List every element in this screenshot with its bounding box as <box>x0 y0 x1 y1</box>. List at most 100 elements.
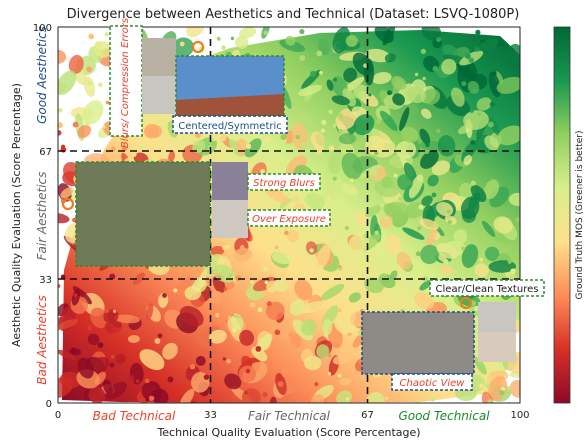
scatter-point <box>255 345 262 352</box>
scatter-point <box>326 195 332 201</box>
heatmap-cell <box>127 335 140 343</box>
annotation-box <box>109 25 143 137</box>
heatmap-cell <box>239 329 255 346</box>
heatmap-cell <box>210 245 225 256</box>
scatter-point <box>86 66 93 73</box>
scatter-point <box>195 132 201 139</box>
heatmap-cell <box>365 205 382 218</box>
scatter-point <box>491 71 497 77</box>
scatter-point <box>499 390 505 396</box>
annotation-box <box>247 209 331 227</box>
scatter-point <box>316 50 323 57</box>
heatmap-cell <box>179 305 204 327</box>
scatter-point <box>73 293 78 298</box>
annotation-box <box>172 115 288 134</box>
scatter-point <box>469 108 474 114</box>
heatmap-cell <box>321 177 343 201</box>
heatmap-cell <box>59 371 82 389</box>
scatter-point <box>262 266 269 272</box>
scatter-point <box>472 377 477 382</box>
scatter-point <box>431 192 437 198</box>
scatter-point <box>368 93 372 97</box>
heatmap-cell <box>269 327 296 338</box>
heatmap-cell <box>334 315 356 335</box>
scatter-point <box>288 332 294 338</box>
scatter-point <box>240 245 245 250</box>
heatmap-cell <box>208 329 227 344</box>
heatmap-cell <box>402 227 425 240</box>
scatter-point <box>284 230 289 236</box>
heatmap-cell <box>396 251 412 270</box>
heatmap-cell <box>77 124 92 139</box>
scatter-point <box>422 76 426 81</box>
scatter-point <box>507 259 512 264</box>
scatter-point <box>328 145 335 151</box>
thumbnail-garden <box>76 162 210 266</box>
scatter-point <box>95 41 101 48</box>
annotation-box <box>75 161 211 267</box>
heatmap-cell <box>379 110 398 132</box>
scatter-point <box>173 288 178 293</box>
scatter-point <box>84 120 90 126</box>
scatter-point <box>443 259 449 265</box>
heatmap-cell <box>419 280 432 291</box>
heatmap-cell <box>305 241 318 255</box>
heatmap-cell <box>281 364 289 378</box>
scatter-point <box>260 168 265 174</box>
heatmap-cell <box>395 140 417 159</box>
heatmap-cell <box>58 70 77 96</box>
scatter-point <box>436 128 441 133</box>
scatter-point <box>249 302 256 308</box>
scatter-point <box>459 39 465 45</box>
scatter-point <box>111 354 115 359</box>
heatmap-cell <box>481 220 496 237</box>
scatter-point <box>87 325 93 331</box>
scatter-point <box>328 109 333 115</box>
scatter-point <box>58 284 61 288</box>
heatmap-cell <box>279 39 306 52</box>
scatter-point <box>250 280 254 284</box>
scatter-point <box>375 118 382 124</box>
annotation-box <box>247 173 321 191</box>
heatmap-cell <box>168 150 175 163</box>
heatmap-cell <box>397 174 413 191</box>
annotation-blurs: Blurs/ Compression Errors <box>109 18 205 148</box>
scatter-point <box>393 173 398 178</box>
heatmap-cell <box>265 301 285 321</box>
heatmap-cell <box>301 69 321 89</box>
scatter-point <box>277 381 284 388</box>
scatter-point <box>418 204 424 210</box>
scatter-point <box>148 395 155 401</box>
heatmap-cell <box>391 76 407 90</box>
heatmap-cell <box>463 155 473 166</box>
scatter-point <box>121 146 127 152</box>
heatmap-cell <box>115 353 126 365</box>
scatter-point <box>327 353 332 358</box>
scatter-point <box>131 151 137 157</box>
heatmap-cell <box>374 289 389 303</box>
scatter-point <box>487 121 494 128</box>
heatmap-cell <box>467 80 480 94</box>
scatter-point <box>337 373 342 378</box>
heatmap-cell <box>392 93 405 106</box>
heatmap-cell <box>195 355 206 366</box>
y-tick-label: 67 <box>39 147 52 158</box>
thumbnail-clear-1 <box>478 302 516 332</box>
heatmap-cell <box>484 135 499 151</box>
heatmap-cell <box>419 218 439 231</box>
scatter-point <box>470 140 475 145</box>
scatter-point <box>355 312 362 319</box>
scatter-point <box>263 30 268 36</box>
scatter-point <box>97 342 104 348</box>
colorbar <box>553 26 571 404</box>
heatmap-cell <box>316 344 330 359</box>
x-tick-label: 0 <box>55 410 61 421</box>
heatmap-cell <box>384 53 396 63</box>
heatmap-cell <box>105 381 127 400</box>
marker-clear <box>459 296 473 310</box>
scatter-point <box>70 347 77 353</box>
colorbar-label: Ground Truth MOS (Greener is better) <box>575 130 585 299</box>
heatmap-cell <box>339 142 355 156</box>
heatmap-cell <box>426 227 437 250</box>
scatter-point <box>470 180 476 186</box>
